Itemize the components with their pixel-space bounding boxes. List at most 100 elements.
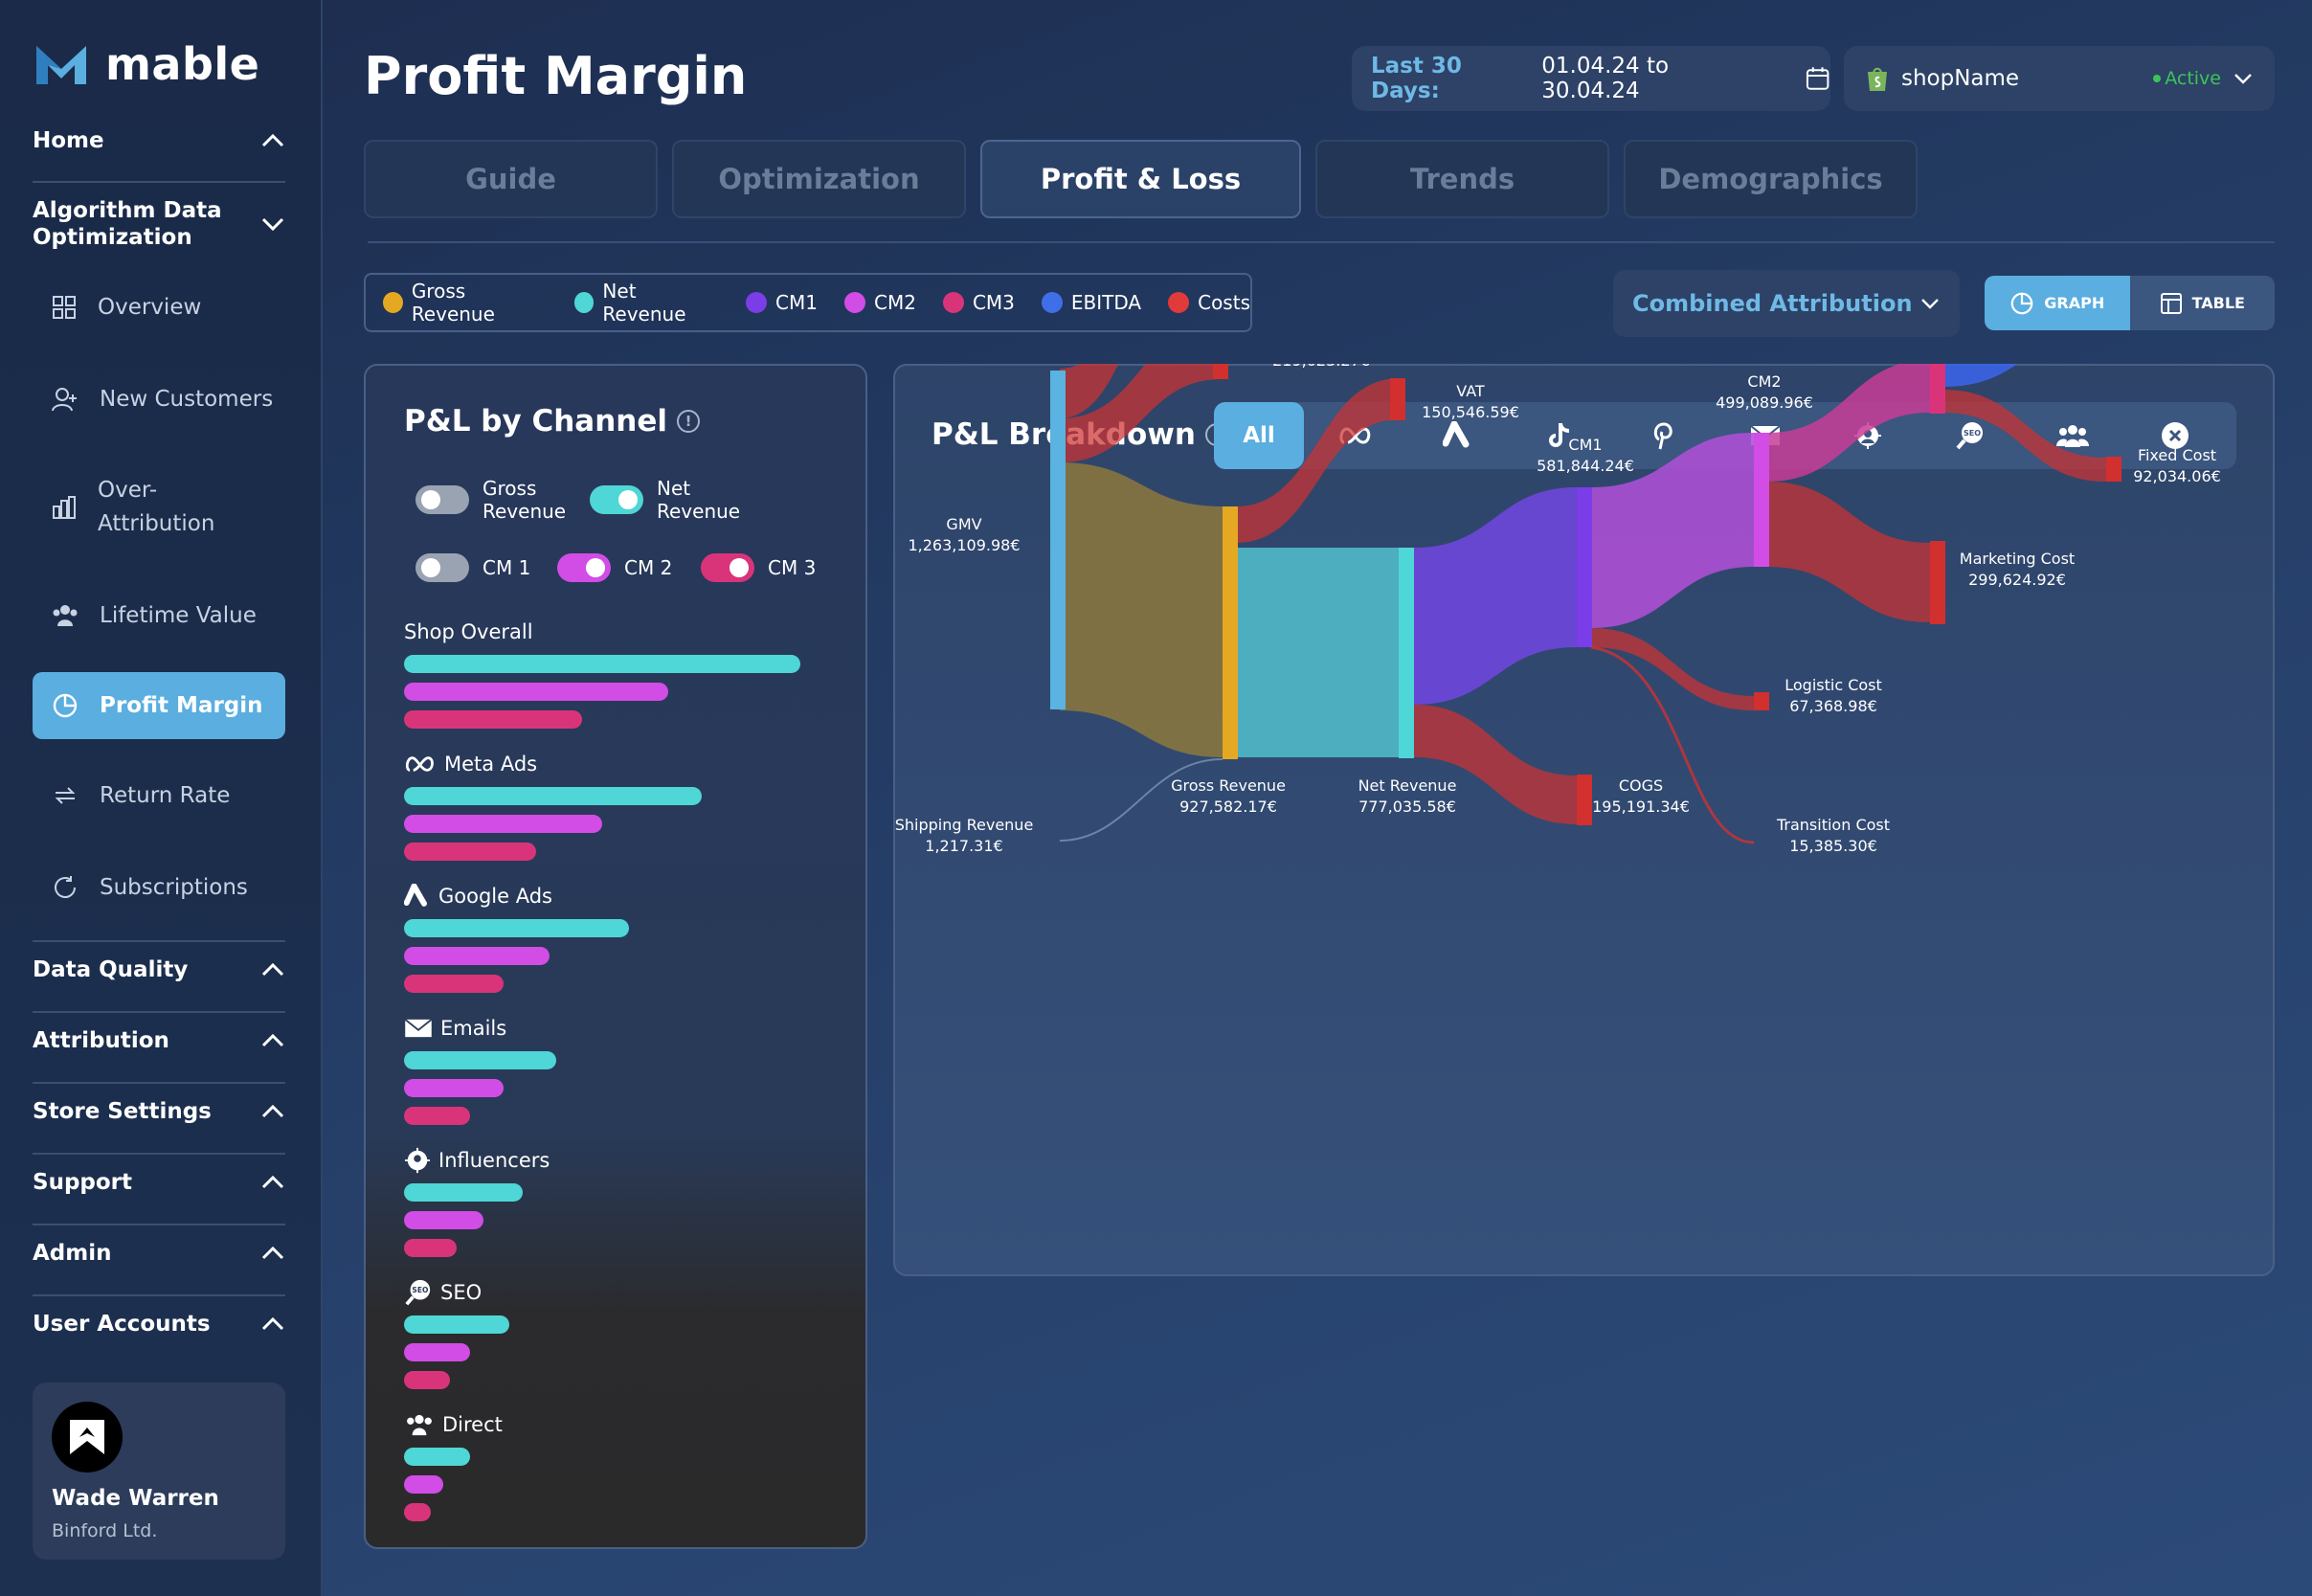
legend-dot	[1168, 292, 1190, 313]
channel-name: SEO SEO	[404, 1279, 825, 1306]
sidebar-item-profit-margin[interactable]: Profit Margin	[33, 672, 285, 739]
sidebar-item-return-rate[interactable]: Return Rate	[33, 779, 285, 812]
channel-bar	[404, 1371, 450, 1389]
filter-seo-button[interactable]: SEO	[1919, 402, 2021, 469]
google-ads-icon	[404, 884, 431, 909]
toggle-cm3[interactable]: CM 3	[701, 553, 816, 582]
channel-bar	[404, 1239, 457, 1257]
table-icon	[2160, 292, 2182, 314]
channel-group: Meta Ads	[404, 751, 825, 861]
channel-label: Google Ads	[438, 885, 552, 908]
toggle-gross-revenue[interactable]: Gross Revenue	[415, 477, 566, 523]
date-range-picker[interactable]: Last 30 Days: 01.04.24 to 30.04.24	[1352, 46, 1830, 111]
legend-item[interactable]: Costs	[1168, 291, 1250, 314]
sidebar-item-label: Over-Attribution	[98, 478, 215, 536]
channel-label: Direct	[442, 1413, 503, 1436]
chevron-up-icon	[261, 1316, 284, 1331]
channel-label: Shop Overall	[404, 620, 533, 643]
legend-item[interactable]: Net Revenue	[573, 280, 719, 326]
sankey-node[interactable]	[1213, 364, 1228, 379]
nav-section-support[interactable]: Support	[33, 1170, 285, 1195]
sankey-node-label: CM2	[1747, 372, 1781, 391]
toggle-switch[interactable]	[557, 553, 611, 582]
tab-guide[interactable]: Guide	[364, 140, 658, 218]
channel-bar	[404, 1107, 470, 1125]
date-prefix: Last 30 Days:	[1371, 54, 1462, 103]
nav-section-attribution[interactable]: Attribution	[33, 1028, 285, 1053]
filter-pinterest-button[interactable]	[1611, 402, 1714, 469]
user-name: Wade Warren	[52, 1486, 219, 1511]
nav-section-user-accounts[interactable]: User Accounts	[33, 1312, 285, 1337]
sankey-node-label: Fixed Cost	[2138, 446, 2216, 464]
channel-label: Meta Ads	[444, 753, 538, 776]
filter-all-button[interactable]: All	[1214, 402, 1304, 469]
nav-section-data-quality[interactable]: Data Quality	[33, 957, 285, 982]
page-title: Profit Margin	[364, 46, 748, 106]
legend-item[interactable]: EBITDA	[1041, 291, 1141, 314]
info-icon[interactable]: !	[677, 410, 701, 433]
channel-bar	[404, 787, 702, 805]
sidebar-item-over-attribution[interactable]: Over-Attribution	[33, 473, 285, 542]
brand-logo[interactable]: mable	[33, 38, 259, 90]
tab-demographics[interactable]: Demographics	[1624, 140, 1918, 218]
nav-section-home[interactable]: Home	[33, 128, 285, 153]
user-card[interactable]: Wade Warren Binford Ltd.	[33, 1382, 285, 1560]
sankey-node[interactable]	[1577, 487, 1592, 647]
nav-section-algorithm[interactable]: Algorithm Data Optimization	[33, 197, 285, 251]
sankey-node[interactable]	[1223, 506, 1238, 759]
sankey-node[interactable]	[1754, 692, 1769, 710]
sankey-link	[1060, 364, 1119, 418]
tab-optimization[interactable]: Optimization	[672, 140, 966, 218]
sankey-node[interactable]	[1577, 775, 1592, 825]
nav-section-store-settings[interactable]: Store Settings	[33, 1099, 285, 1124]
sankey-node[interactable]	[1390, 378, 1405, 420]
legend-item[interactable]: CM3	[942, 291, 1015, 314]
sankey-link	[1236, 378, 1400, 543]
filter-clear-button[interactable]	[2123, 402, 2226, 469]
sankey-node[interactable]	[1930, 364, 1945, 414]
legend-item[interactable]: CM2	[844, 291, 916, 314]
channel-bar	[404, 683, 668, 701]
grid-icon	[53, 296, 76, 319]
divider	[33, 1294, 285, 1296]
sidebar-item-lifetime-value[interactable]: Lifetime Value	[33, 599, 285, 632]
channel-bar	[404, 655, 800, 673]
tab-trends[interactable]: Trends	[1315, 140, 1609, 218]
toggle-net-revenue[interactable]: Net Revenue	[590, 477, 740, 523]
channel-bar	[404, 843, 536, 861]
graph-label: GRAPH	[2044, 294, 2105, 312]
filter-tiktok-button[interactable]	[1509, 402, 1611, 469]
filter-direct-button[interactable]	[2021, 402, 2123, 469]
sankey-node[interactable]	[1930, 541, 1945, 624]
sankey-node[interactable]	[2106, 457, 2121, 482]
toggle-cm1[interactable]: CM 1	[415, 553, 530, 582]
legend-label: CM3	[972, 291, 1015, 314]
legend-item[interactable]: Gross Revenue	[383, 280, 548, 326]
channel-group: Influencers	[404, 1147, 825, 1257]
toggle-switch[interactable]	[415, 485, 469, 514]
sankey-node[interactable]	[1050, 371, 1066, 709]
graph-button[interactable]: GRAPH	[1985, 276, 2130, 330]
sidebar-item-new-customers[interactable]: New Customers	[33, 383, 285, 416]
sankey-node[interactable]	[1399, 548, 1414, 758]
pie-chart-icon	[53, 693, 78, 718]
sidebar-item-overview[interactable]: Overview	[33, 291, 285, 324]
legend-item[interactable]: CM1	[746, 291, 818, 314]
attribution-dropdown[interactable]: Combined Attribution	[1613, 270, 1960, 337]
sankey-node-label: GMV	[946, 515, 981, 533]
channel-bar	[404, 1503, 431, 1521]
toggle-switch[interactable]	[701, 553, 754, 582]
sankey-node[interactable]	[1754, 433, 1769, 567]
toggle-cm2[interactable]: CM 2	[557, 553, 672, 582]
nav-section-admin[interactable]: Admin	[33, 1241, 285, 1266]
toggle-switch[interactable]	[415, 553, 469, 582]
sidebar-item-subscriptions[interactable]: Subscriptions	[33, 871, 285, 904]
table-button[interactable]: TABLE	[2129, 276, 2275, 330]
filter-google-ads-button[interactable]	[1406, 402, 1509, 469]
pl-by-channel-panel: P&L by Channel ! Gross Revenue Net Reven…	[364, 364, 867, 1549]
channel-name: Influencers	[404, 1147, 825, 1174]
nav-section-label: Admin	[33, 1241, 112, 1266]
tab-profit-loss[interactable]: Profit & Loss	[980, 140, 1301, 218]
toggle-switch[interactable]	[590, 485, 643, 514]
shop-selector[interactable]: shopName Active	[1844, 46, 2275, 111]
